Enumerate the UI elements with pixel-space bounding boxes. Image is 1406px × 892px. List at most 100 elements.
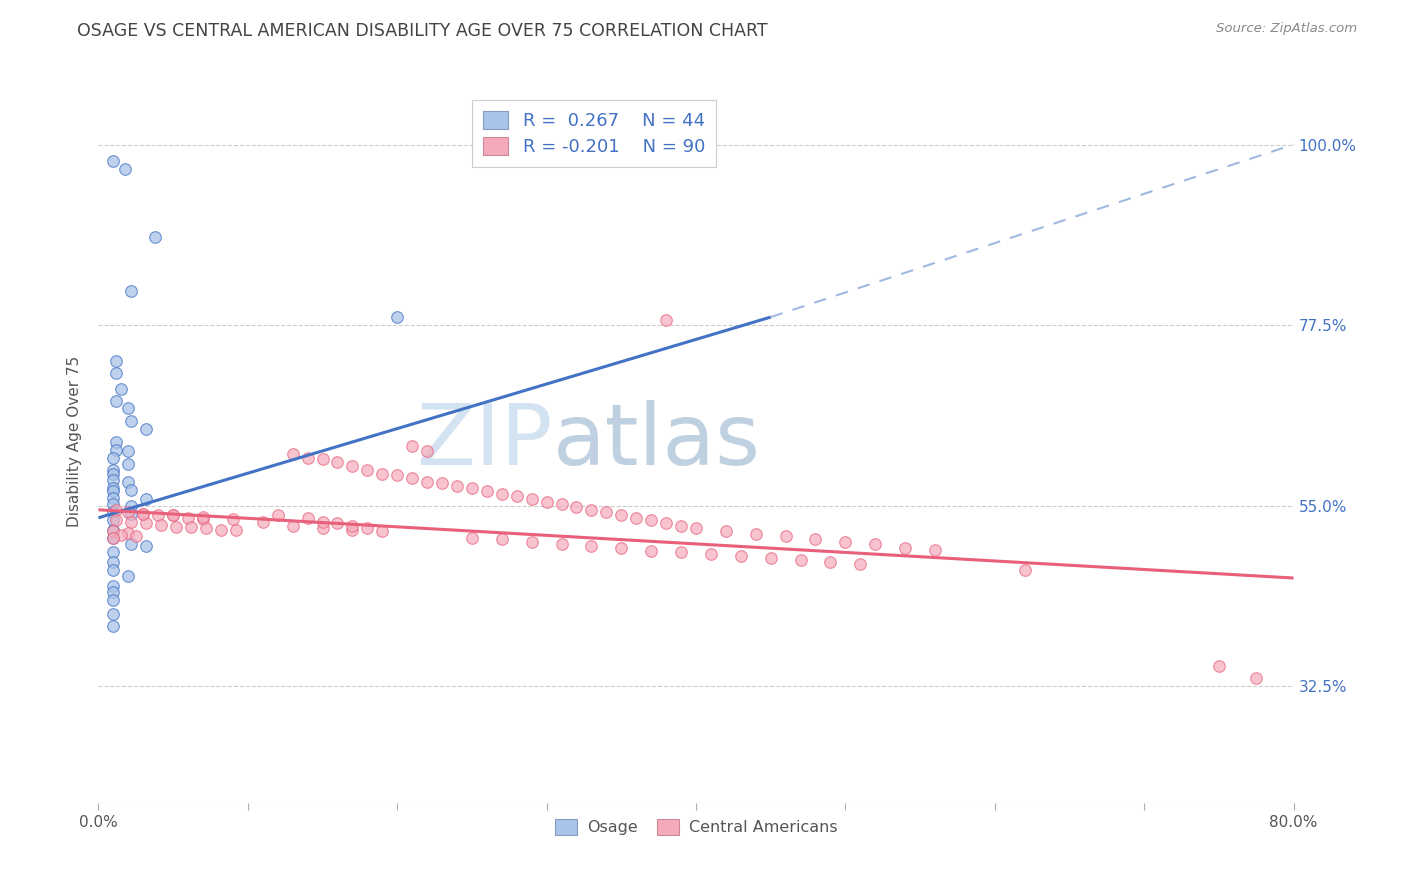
Point xyxy=(103,484,125,499)
Point xyxy=(117,475,139,489)
Point xyxy=(685,521,707,535)
Point xyxy=(326,516,349,531)
Point xyxy=(103,513,125,527)
Point xyxy=(491,533,513,547)
Point xyxy=(252,515,274,529)
Point xyxy=(191,510,214,524)
Point xyxy=(125,529,148,543)
Point xyxy=(267,508,290,523)
Point xyxy=(135,516,157,531)
Point xyxy=(162,508,184,523)
Point xyxy=(401,439,423,453)
Point xyxy=(401,471,423,485)
Point xyxy=(132,507,155,521)
Point xyxy=(117,401,139,415)
Point xyxy=(730,549,752,564)
Point xyxy=(135,423,157,437)
Point xyxy=(225,523,247,537)
Point xyxy=(356,521,378,535)
Point xyxy=(103,531,125,545)
Point xyxy=(103,563,125,577)
Point xyxy=(120,415,142,429)
Point xyxy=(1244,672,1267,686)
Point xyxy=(209,523,232,537)
Point xyxy=(103,593,125,607)
Point xyxy=(222,511,245,525)
Point xyxy=(103,473,125,487)
Text: atlas: atlas xyxy=(553,400,761,483)
Point xyxy=(105,513,128,527)
Point xyxy=(103,555,125,569)
Point xyxy=(117,444,139,458)
Point xyxy=(117,457,139,471)
Point xyxy=(135,492,157,507)
Point xyxy=(135,539,157,553)
Point xyxy=(103,524,125,539)
Point xyxy=(342,458,364,473)
Point xyxy=(446,479,468,493)
Point xyxy=(461,531,484,545)
Point xyxy=(281,519,304,533)
Point xyxy=(536,494,558,508)
Point xyxy=(103,523,125,537)
Legend: Osage, Central Americans: Osage, Central Americans xyxy=(548,813,844,842)
Point xyxy=(105,354,128,368)
Point xyxy=(297,450,319,465)
Point xyxy=(789,553,811,567)
Point xyxy=(105,442,128,457)
Point xyxy=(640,543,662,558)
Point xyxy=(297,510,319,524)
Point xyxy=(117,569,139,583)
Point xyxy=(120,483,142,497)
Point xyxy=(103,545,125,559)
Point xyxy=(894,541,917,555)
Point xyxy=(195,521,218,535)
Point xyxy=(520,492,543,507)
Point xyxy=(385,310,409,325)
Point xyxy=(103,491,125,505)
Point xyxy=(143,230,166,244)
Point xyxy=(103,505,125,519)
Point xyxy=(669,545,692,559)
Point xyxy=(700,547,723,561)
Point xyxy=(849,557,872,571)
Text: OSAGE VS CENTRAL AMERICAN DISABILITY AGE OVER 75 CORRELATION CHART: OSAGE VS CENTRAL AMERICAN DISABILITY AGE… xyxy=(77,22,768,40)
Point xyxy=(311,521,333,535)
Point xyxy=(865,537,887,551)
Point xyxy=(640,513,662,527)
Point xyxy=(550,497,572,511)
Point xyxy=(103,607,125,622)
Point xyxy=(281,447,304,461)
Point xyxy=(550,537,572,551)
Text: Source: ZipAtlas.com: Source: ZipAtlas.com xyxy=(1216,22,1357,36)
Point xyxy=(120,515,142,529)
Point xyxy=(371,524,394,539)
Point xyxy=(180,519,202,533)
Point xyxy=(103,463,125,477)
Point xyxy=(581,539,603,553)
Point xyxy=(475,484,498,499)
Point xyxy=(1014,563,1036,577)
Point xyxy=(105,394,128,409)
Point xyxy=(430,476,453,491)
Point xyxy=(924,542,946,557)
Point xyxy=(105,434,128,449)
Point xyxy=(103,153,125,168)
Point xyxy=(820,555,842,569)
Point xyxy=(120,284,142,298)
Point xyxy=(610,508,633,523)
Point xyxy=(105,366,128,380)
Point xyxy=(105,503,128,517)
Point xyxy=(775,529,797,543)
Point xyxy=(356,463,378,477)
Point xyxy=(655,312,678,326)
Point xyxy=(834,535,856,549)
Point xyxy=(117,526,139,541)
Point xyxy=(581,503,603,517)
Point xyxy=(103,585,125,599)
Point xyxy=(326,455,349,469)
Point xyxy=(103,450,125,465)
Point xyxy=(132,507,155,521)
Point xyxy=(342,519,364,533)
Text: ZIP: ZIP xyxy=(416,400,553,483)
